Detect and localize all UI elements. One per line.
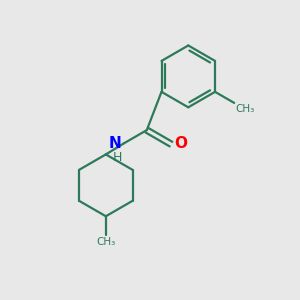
Text: CH₃: CH₃ xyxy=(236,104,255,114)
Text: N: N xyxy=(108,136,121,151)
Text: H: H xyxy=(113,151,122,164)
Text: O: O xyxy=(175,136,188,151)
Text: CH₃: CH₃ xyxy=(96,237,116,247)
